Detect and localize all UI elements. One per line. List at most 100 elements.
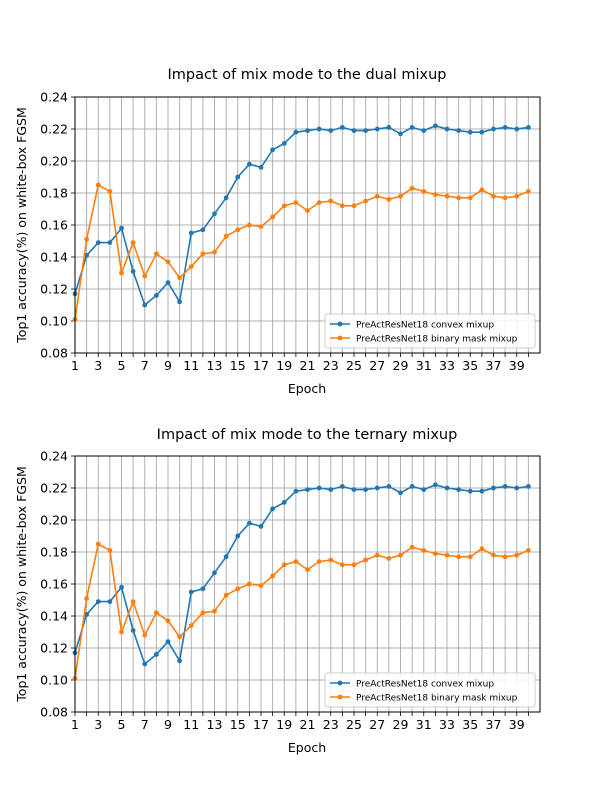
- data-point: [130, 240, 136, 246]
- data-point: [281, 562, 287, 568]
- x-tick-label: 11: [183, 358, 199, 373]
- data-point: [525, 548, 531, 553]
- legend-box: [324, 313, 536, 349]
- data-point: [339, 125, 345, 130]
- chart-bottom: Impact of mix mode to the ternary mixup …: [14, 427, 541, 755]
- data-point: [177, 634, 183, 640]
- data-point: [119, 584, 124, 590]
- legend: PreActResNet18 convex mixup PreActResNet1…: [324, 313, 536, 349]
- data-point: [153, 610, 159, 616]
- data-point: [223, 195, 229, 201]
- x-tick-label: 29: [393, 358, 409, 373]
- x-tick-label: 7: [141, 717, 149, 732]
- x-tick-label: 11: [183, 717, 199, 732]
- data-point: [270, 147, 276, 153]
- data-point: [351, 203, 357, 209]
- data-point: [200, 251, 206, 257]
- data-point: [188, 264, 194, 269]
- data-point: [467, 129, 473, 135]
- data-point: [153, 652, 159, 657]
- x-tick-label: 17: [253, 358, 269, 373]
- data-point: [328, 198, 334, 204]
- data-point: [374, 126, 380, 132]
- x-tick-label: 13: [207, 358, 223, 373]
- data-point: [386, 484, 392, 489]
- legend-swatch-marker: [337, 321, 343, 327]
- data-point: [165, 280, 171, 285]
- legend-box: [324, 672, 536, 708]
- data-point: [386, 556, 392, 561]
- x-tick-label: 35: [462, 358, 478, 373]
- legend-swatch-marker: [337, 694, 343, 700]
- x-tick-label: 1: [71, 717, 79, 732]
- data-point: [374, 193, 380, 199]
- data-point: [444, 193, 450, 199]
- data-point: [432, 192, 438, 198]
- data-point: [502, 195, 508, 201]
- data-point: [235, 174, 241, 180]
- data-point: [421, 128, 427, 134]
- data-point: [258, 524, 264, 529]
- data-point: [84, 237, 90, 242]
- x-tick-label: 5: [118, 358, 126, 373]
- data-point: [328, 128, 334, 134]
- data-point: [142, 632, 148, 638]
- x-tick-label: 9: [164, 358, 172, 373]
- data-point: [398, 193, 403, 199]
- data-point: [398, 490, 403, 496]
- data-point: [95, 182, 101, 188]
- data-point: [432, 123, 438, 129]
- y-tick-label: 0.16: [40, 577, 68, 592]
- data-point: [491, 193, 496, 199]
- data-point: [374, 485, 380, 491]
- data-point: [421, 548, 427, 553]
- legend-swatch-marker: [337, 680, 343, 686]
- data-point: [491, 552, 496, 558]
- data-point: [432, 551, 438, 556]
- data-point: [142, 302, 148, 308]
- y-tick-label: 0.16: [40, 218, 68, 233]
- data-point: [467, 195, 473, 201]
- x-tick-label: 3: [94, 717, 102, 732]
- data-point: [95, 599, 101, 604]
- data-point: [246, 161, 252, 167]
- data-point: [188, 589, 194, 595]
- data-point: [351, 128, 357, 134]
- data-point: [525, 484, 531, 489]
- data-point: [328, 487, 334, 492]
- data-point: [363, 198, 369, 204]
- y-tick-label: 0.18: [40, 186, 68, 201]
- data-point: [130, 599, 136, 604]
- x-tick-label: 7: [141, 358, 149, 373]
- data-point: [398, 552, 403, 558]
- x-tick-label: 33: [439, 717, 455, 732]
- y-tick-label: 0.18: [40, 545, 68, 560]
- data-point: [223, 233, 229, 239]
- data-point: [502, 125, 508, 130]
- data-point: [502, 554, 508, 560]
- data-point: [316, 200, 322, 206]
- data-point: [153, 251, 159, 257]
- data-point: [456, 128, 462, 134]
- x-tick-label: 5: [118, 717, 126, 732]
- data-point: [305, 567, 310, 572]
- x-tick-label: 27: [369, 358, 385, 373]
- data-point: [432, 482, 438, 488]
- data-point: [409, 185, 415, 191]
- series-line: [74, 543, 529, 679]
- data-point: [188, 230, 194, 236]
- legend-swatch-marker: [337, 335, 343, 341]
- data-point: [316, 126, 322, 132]
- data-point: [130, 269, 136, 274]
- x-tick-label: 23: [323, 358, 339, 373]
- data-point: [363, 128, 369, 134]
- data-point: [235, 227, 241, 233]
- axes-frame: [74, 455, 541, 713]
- data-point: [119, 225, 124, 231]
- x-tick-label: 25: [346, 358, 362, 373]
- x-tick-label: 17: [253, 717, 269, 732]
- axes-frame: [74, 96, 541, 354]
- data-point: [479, 488, 485, 494]
- data-point: [514, 485, 520, 491]
